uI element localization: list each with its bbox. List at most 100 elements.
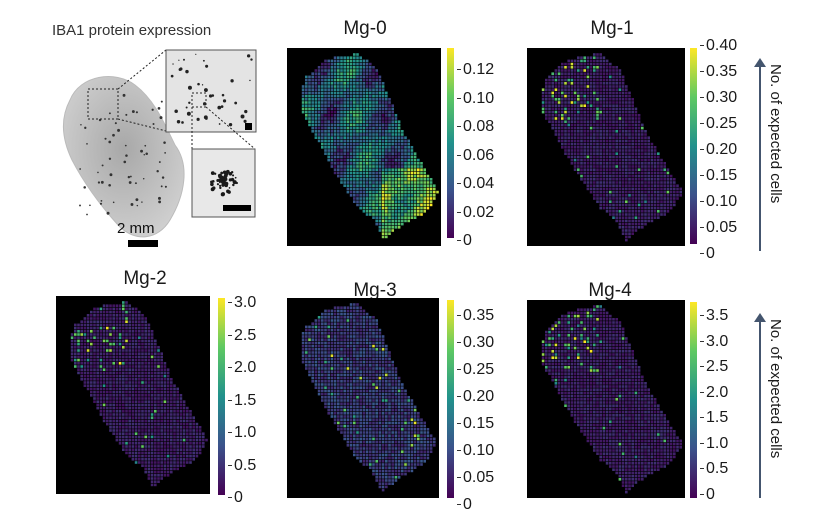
spot (359, 332, 362, 335)
spot (125, 326, 128, 330)
spot (324, 360, 327, 364)
spot (189, 410, 192, 413)
spot (163, 464, 167, 467)
spot (353, 155, 356, 159)
spot (173, 406, 176, 410)
spot (653, 165, 657, 168)
spot (404, 200, 407, 203)
spot (637, 206, 641, 210)
spot (90, 326, 93, 330)
spot (99, 381, 103, 384)
spot (99, 384, 103, 387)
spot (404, 190, 407, 194)
spot (365, 348, 369, 351)
spot (420, 171, 423, 175)
spot (586, 85, 590, 88)
spot (317, 91, 321, 95)
spot (128, 422, 131, 426)
spot (122, 339, 125, 343)
spot (647, 136, 650, 139)
speckle (230, 79, 234, 83)
spot (605, 123, 609, 127)
spot (324, 338, 327, 341)
spot (138, 397, 141, 400)
spot (327, 91, 330, 95)
spot (637, 139, 641, 143)
spot (593, 91, 596, 95)
spot (580, 133, 583, 136)
spot (612, 82, 615, 85)
spot (394, 171, 398, 175)
spot (308, 332, 311, 335)
spot (660, 184, 663, 187)
spot (86, 352, 90, 355)
spot (179, 397, 183, 400)
spot (128, 419, 131, 423)
spot (637, 226, 641, 229)
spot (349, 69, 353, 72)
spot (173, 413, 176, 416)
spot (349, 110, 353, 114)
spot (349, 98, 353, 101)
spot (391, 184, 394, 187)
spot (359, 312, 362, 316)
spot (131, 330, 135, 333)
spot (157, 365, 160, 368)
spot (397, 142, 401, 146)
spot (99, 403, 103, 407)
spot (602, 72, 606, 75)
spot (551, 104, 554, 107)
spot (641, 174, 644, 178)
spot (314, 114, 318, 117)
spot (179, 454, 183, 458)
spot (144, 451, 147, 455)
spot (96, 384, 99, 387)
spot (561, 78, 564, 82)
spot (625, 120, 628, 123)
inset-1 (165, 49, 257, 133)
spot (586, 184, 590, 187)
spot (561, 91, 564, 95)
spot (346, 187, 350, 191)
spot (359, 373, 362, 377)
spot (163, 400, 167, 403)
spot (157, 435, 160, 439)
spot (385, 203, 388, 207)
spot (381, 197, 385, 200)
spot (637, 130, 641, 133)
spot (615, 174, 618, 178)
spot (589, 171, 593, 175)
spot (407, 187, 410, 191)
spot (321, 142, 324, 146)
spot (599, 174, 602, 178)
spot (138, 330, 141, 333)
spot (333, 78, 337, 82)
spot (618, 98, 622, 101)
spot (602, 114, 606, 117)
spot (349, 88, 353, 91)
spot (429, 181, 433, 184)
spot (397, 130, 401, 133)
spot (378, 210, 382, 213)
spot (138, 458, 141, 461)
spot (599, 152, 602, 155)
spot (327, 152, 330, 155)
spot (573, 155, 577, 159)
spot (413, 178, 417, 181)
spot (138, 339, 141, 343)
spot (548, 117, 551, 120)
spot (365, 82, 369, 85)
spot (599, 85, 602, 88)
spot (125, 314, 128, 317)
spot (612, 210, 615, 213)
spot (99, 320, 103, 323)
spot (93, 365, 96, 368)
spot (118, 371, 122, 375)
spot (628, 162, 631, 165)
spot (394, 155, 398, 159)
spot (186, 422, 189, 426)
spot (583, 66, 586, 69)
spot (650, 187, 654, 191)
spot (596, 142, 599, 146)
spot (570, 162, 574, 165)
